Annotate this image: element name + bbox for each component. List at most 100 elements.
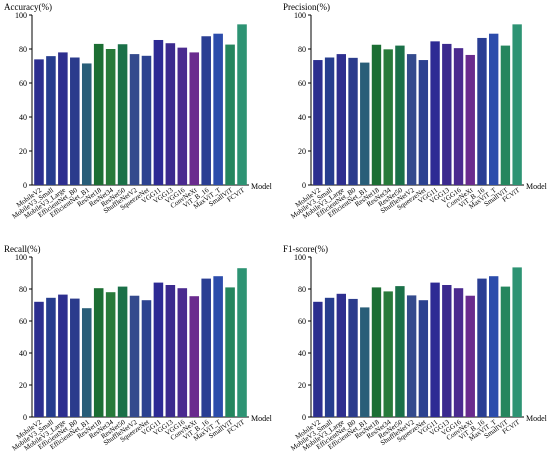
y-tick-label: 100 [15, 253, 27, 262]
bar-vgg11 [430, 41, 440, 185]
bar-vgg11 [430, 282, 440, 417]
bar-resnet50 [117, 44, 128, 185]
y-tick-label: 80 [19, 45, 27, 54]
bar-shufflenetv2 [406, 54, 417, 185]
bar-efficientnet-b0 [70, 298, 80, 417]
bar-resnet18 [93, 43, 104, 186]
f1-score-xlabel: Model [526, 414, 548, 423]
bar-fcvit [237, 24, 247, 185]
bar-vit-b-16 [201, 36, 211, 185]
bar-shufflenetv2 [129, 295, 140, 417]
bar-resnet18 [371, 287, 382, 417]
bar-fcvit [512, 24, 522, 185]
bar-resnet18 [371, 44, 382, 185]
bar-mobilev3-large [58, 52, 68, 186]
bar-vit-b-16 [477, 278, 487, 417]
bar-squeezenet [418, 60, 429, 185]
bar-mobilev3-small [46, 297, 56, 417]
bar-squeezenet [141, 55, 152, 185]
bar-resnet34 [105, 49, 116, 185]
f1-score-chart: F1-score(%)020406080100MobileV2MobileV3_… [283, 244, 548, 453]
bar-vgg16 [177, 47, 188, 185]
bar-maxvit-t [489, 33, 499, 186]
recall-chart: Recall(%)020406080100MobileV2MobileV3_Sm… [4, 244, 273, 453]
bar-mobilev3-large [336, 293, 346, 417]
bar-fcvit [512, 267, 522, 417]
y-tick-label: 80 [298, 285, 306, 294]
bar-efficientnet-b1 [360, 62, 370, 185]
y-tick-label: 60 [298, 79, 306, 88]
y-tick-label: 60 [298, 317, 306, 326]
y-tick-label: 100 [294, 253, 306, 262]
bar-convnext [465, 54, 475, 186]
bar-shufflenetv2 [129, 54, 140, 185]
bar-resnet50 [117, 286, 128, 417]
bar-mobilev2 [34, 301, 44, 417]
precision-xlabel: Model [526, 182, 548, 191]
y-tick-label: 40 [19, 113, 27, 122]
y-tick-label: 40 [298, 349, 306, 358]
y-tick-label: 20 [19, 381, 27, 390]
bar-maxvit-t [213, 276, 223, 417]
bar-vgg16 [453, 288, 464, 417]
bar-vgg13 [165, 43, 176, 185]
bar-resnet50 [395, 45, 405, 185]
bar-resnet50 [395, 286, 405, 417]
bar-efficientnet-b0 [348, 57, 358, 186]
bar-fcvit [237, 268, 247, 417]
y-tick-label: 20 [298, 147, 306, 156]
bar-maxvit-t [489, 276, 499, 417]
y-tick-label: 0 [23, 181, 27, 190]
recall-ylabel: Recall(%) [4, 244, 40, 254]
bar-convnext [189, 52, 200, 186]
y-tick-label: 80 [298, 45, 306, 54]
bar-vgg11 [153, 282, 164, 417]
bar-smallvit [225, 44, 235, 185]
y-tick-label: 0 [302, 413, 306, 422]
bar-squeezenet [141, 300, 152, 417]
bar-resnet34 [383, 291, 393, 417]
precision-chart: Precision(%)020406080100MobileV2MobileV3… [283, 2, 548, 221]
bar-mobilev3-small [46, 56, 56, 185]
bar-efficientnet-b1 [81, 63, 92, 186]
bar-mobilev2 [34, 59, 44, 186]
bar-mobilev2 [313, 60, 323, 185]
y-tick-label: 100 [15, 11, 27, 20]
y-tick-label: 0 [23, 413, 27, 422]
bar-convnext [465, 295, 475, 417]
y-tick-label: 20 [298, 381, 306, 390]
bar-efficientnet-b1 [360, 307, 370, 417]
bar-vgg11 [153, 39, 164, 185]
y-tick-label: 40 [298, 113, 306, 122]
bar-efficientnet-b0 [70, 57, 80, 185]
accuracy-chart: Accuracy(%)020406080100MobileV2MobileV3_… [4, 2, 273, 221]
bar-mobilev3-large [336, 54, 346, 185]
bar-resnet18 [93, 288, 104, 417]
y-tick-label: 100 [294, 11, 306, 20]
bar-vit-b-16 [201, 278, 211, 417]
bar-smallvit [500, 286, 511, 417]
accuracy-xlabel: Model [251, 182, 273, 191]
precision-ylabel: Precision(%) [283, 2, 330, 12]
y-tick-label: 40 [19, 349, 27, 358]
bar-resnet34 [105, 292, 116, 417]
bar-vgg16 [177, 288, 188, 417]
bar-vgg13 [442, 285, 452, 417]
accuracy-ylabel: Accuracy(%) [4, 2, 52, 12]
y-tick-label: 60 [19, 317, 27, 326]
y-tick-label: 60 [19, 79, 27, 88]
y-tick-label: 80 [19, 285, 27, 294]
bar-shufflenetv2 [406, 295, 417, 417]
bar-efficientnet-b0 [348, 298, 358, 417]
bar-resnet34 [383, 49, 393, 186]
bar-convnext [189, 296, 200, 417]
f1-score-ylabel: F1-score(%) [283, 244, 328, 254]
bar-vit-b-16 [477, 37, 487, 186]
bar-mobilev3-small [324, 57, 335, 185]
y-tick-label: 0 [302, 181, 306, 190]
bar-mobilev3-small [324, 297, 335, 417]
bar-vgg13 [442, 43, 452, 186]
bar-maxvit-t [213, 33, 223, 186]
bar-efficientnet-b1 [81, 308, 92, 417]
